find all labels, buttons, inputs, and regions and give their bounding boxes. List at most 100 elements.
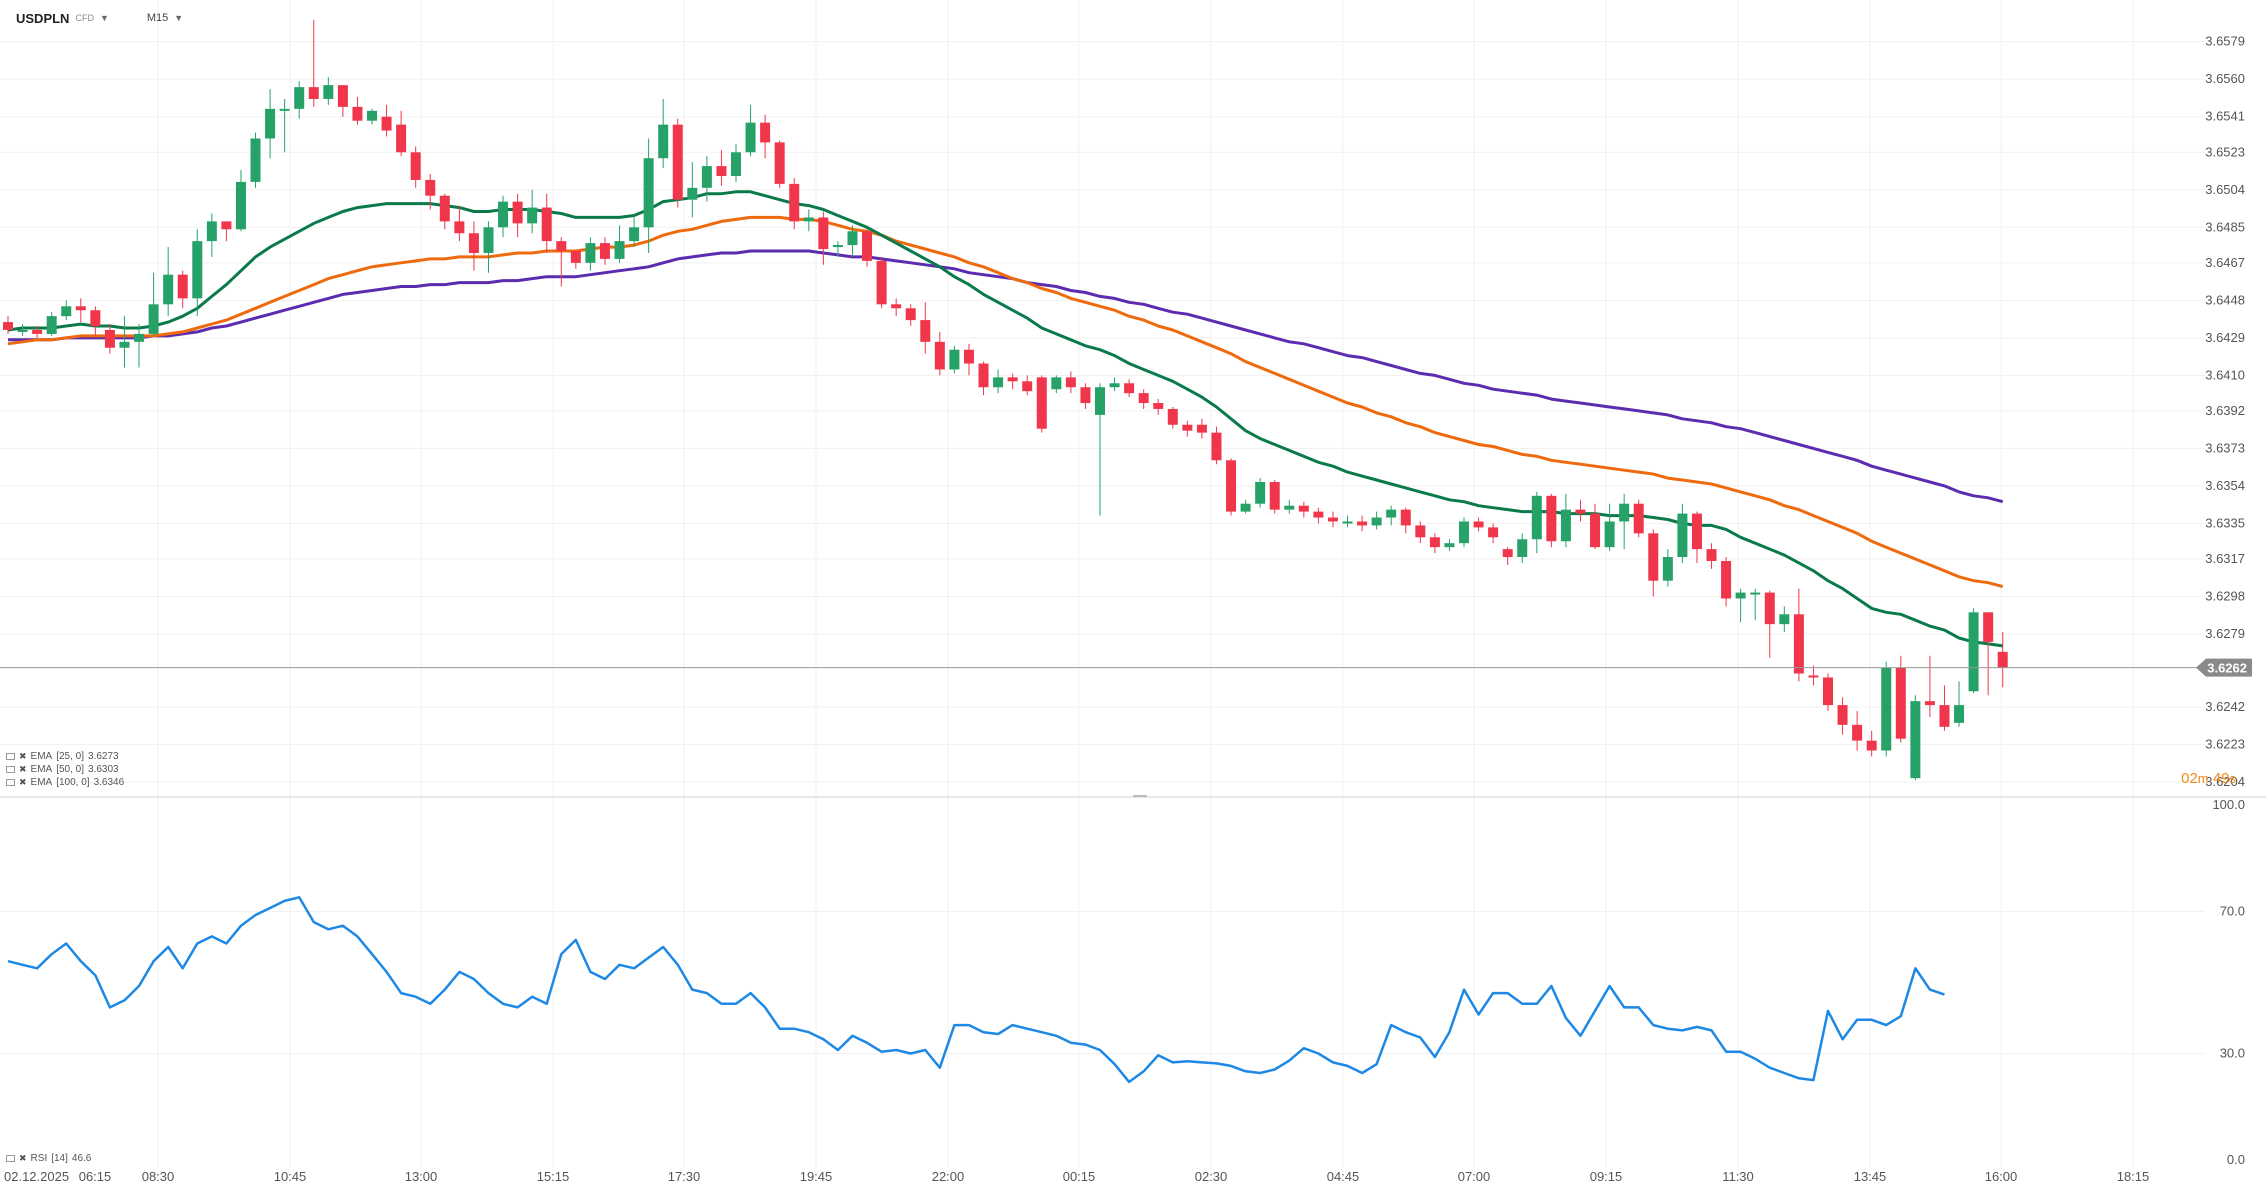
candle	[774, 140, 785, 188]
candle-body	[235, 181, 246, 230]
candles[interactable]	[3, 20, 2008, 781]
candle-body	[1808, 675, 1819, 678]
candle	[847, 225, 858, 257]
legend-ema25[interactable]: ✖ EMA [25, 0] 3.6273	[6, 750, 124, 763]
candle-body	[1459, 521, 1469, 544]
candle	[1429, 533, 1440, 554]
price-axis[interactable]: 3.6579 3.6560 3.6541 3.6523 3.6504 3.6485 3.64…	[2205, 34, 2245, 789]
time-axis[interactable]: 02.12.2025 06:15 08:30 10:45 13:00 15:15 17:30…	[4, 1169, 2149, 1184]
symbol-dropdown-icon[interactable]: ▼	[99, 13, 109, 23]
candle-body	[279, 108, 290, 111]
candle-body	[1226, 460, 1237, 512]
candle	[1793, 588, 1804, 682]
ema50-line	[7, 215, 2004, 589]
legend-ema25-params: [25, 0]	[56, 751, 85, 762]
candle-body	[1691, 513, 1702, 550]
candle	[1371, 511, 1382, 530]
candle-body	[265, 108, 276, 139]
candle-body	[1706, 549, 1717, 561]
timeframe-selector[interactable]: M15	[146, 12, 169, 24]
candle-body	[1400, 509, 1411, 526]
candle	[949, 345, 960, 374]
candle	[1924, 655, 1935, 717]
legend-ema100[interactable]: ✖ EMA [100, 0] 3.6346	[6, 776, 124, 789]
close-icon[interactable]: ✖	[19, 764, 27, 774]
candle-body	[1488, 527, 1499, 538]
close-icon[interactable]: ✖	[19, 751, 27, 761]
price-tick-label: 3.6354	[2205, 478, 2245, 493]
rsi-axis[interactable]: 100.0 70.0 30.0 0.0	[2212, 797, 2245, 1167]
settings-icon[interactable]	[6, 766, 15, 773]
close-icon[interactable]: ✖	[19, 777, 27, 787]
time-tick-label: 02:30	[1195, 1169, 1228, 1184]
legend-rsi[interactable]: ✖ RSI [14] 46.6	[6, 1152, 91, 1165]
legend-ema25-value: 3.6273	[88, 751, 119, 762]
candle	[32, 326, 43, 338]
candle-body	[119, 341, 130, 348]
candle	[3, 316, 13, 334]
settings-icon[interactable]	[6, 779, 15, 786]
candle-body	[585, 243, 596, 263]
candle	[17, 324, 28, 336]
candle	[294, 81, 305, 119]
candle-body	[847, 231, 858, 246]
candle	[1080, 383, 1091, 409]
symbol-selector[interactable]: USDPLN CFD ▼ M15 ▼	[16, 8, 183, 28]
candle	[1735, 588, 1746, 623]
candle-body	[352, 106, 363, 121]
symbol-name[interactable]: USDPLN	[16, 10, 70, 26]
candle	[483, 221, 494, 273]
current-price-label: 3.6262	[2207, 661, 2247, 676]
settings-icon[interactable]	[6, 753, 15, 760]
price-tick-label: 3.6560	[2205, 71, 2245, 86]
time-tick-label: 10:45	[274, 1169, 307, 1184]
candle-body	[1793, 614, 1804, 674]
ema25-line	[7, 190, 2003, 648]
candle	[905, 304, 916, 327]
candle-body	[1502, 549, 1513, 558]
candle	[818, 211, 829, 265]
candle	[206, 213, 217, 257]
candle-body	[1823, 677, 1833, 706]
candle	[1095, 383, 1105, 516]
close-icon[interactable]: ✖	[19, 1153, 27, 1163]
candle-body	[221, 221, 232, 230]
candle	[1560, 493, 1571, 548]
candle	[1706, 543, 1717, 569]
price-tick-label: 3.6523	[2205, 144, 2245, 159]
time-tick-label: 18:15	[2117, 1169, 2150, 1184]
candle-body	[1648, 533, 1659, 581]
time-tick-label: 17:30	[668, 1169, 701, 1184]
candle-body	[614, 241, 625, 259]
candle-body	[643, 158, 654, 228]
candle	[1240, 499, 1251, 514]
candle	[1517, 533, 1528, 563]
instrument-type-badge: CFD	[75, 13, 94, 23]
candle	[425, 174, 436, 210]
candle-body	[1051, 377, 1062, 390]
candle	[789, 177, 800, 230]
candle-body	[294, 87, 305, 109]
candle	[760, 114, 771, 159]
candle	[876, 256, 887, 309]
legend-ema50[interactable]: ✖ EMA [50, 0] 3.6303	[6, 763, 124, 776]
candle	[90, 306, 101, 336]
settings-icon[interactable]	[6, 1155, 15, 1162]
candle	[672, 118, 683, 208]
candle-body	[1997, 651, 2008, 668]
candle-body	[148, 304, 159, 334]
candle-body	[17, 329, 28, 332]
candle-body	[745, 122, 756, 153]
time-tick-label: 07:00	[1458, 1169, 1491, 1184]
rsi-legend: ✖ RSI [14] 46.6	[6, 1152, 91, 1165]
candle-body	[672, 124, 683, 200]
candle	[1342, 515, 1353, 528]
candle-body	[1327, 517, 1338, 522]
timeframe-dropdown-icon[interactable]: ▼	[174, 13, 184, 23]
price-tick-label: 3.6410	[2205, 367, 2245, 382]
candle	[629, 217, 640, 248]
candle-body	[206, 221, 217, 242]
candle	[1167, 406, 1178, 429]
candle-body	[512, 201, 523, 224]
